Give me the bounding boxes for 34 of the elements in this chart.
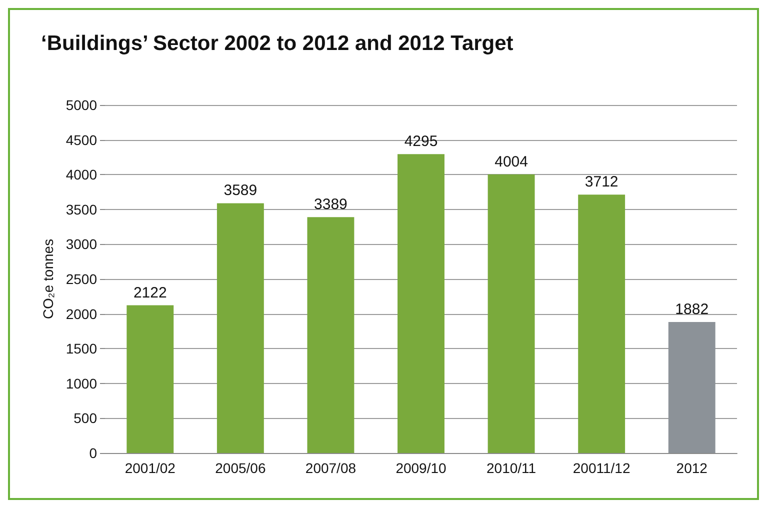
y-tick-label: 4500: [66, 132, 98, 148]
y-axis-title: CO₂e tonnes: [40, 238, 56, 320]
y-tick-label: 2500: [66, 271, 98, 287]
bar: [307, 217, 354, 453]
x-tick-label: 2005/06: [215, 460, 266, 476]
y-tick-label: 0: [89, 445, 98, 461]
y-tick-label: 500: [74, 410, 98, 426]
bar: [488, 174, 535, 453]
y-tick-label: 5000: [66, 97, 98, 113]
data-label: 2122: [133, 284, 167, 302]
x-tick-label: 2001/02: [124, 460, 176, 476]
bar: [126, 305, 174, 453]
y-tick-label: 3500: [66, 201, 98, 218]
chart-title: ‘Buildings’ Sector 2002 to 2012 and 2012 Target: [41, 32, 514, 55]
x-tick-label: 20011/12: [572, 460, 630, 476]
data-label: 4004: [494, 153, 528, 170]
y-tick-label: 4000: [66, 166, 98, 183]
y-tick-label: 3000: [66, 236, 98, 252]
bar: [216, 203, 264, 453]
x-tick-label: 2010/11: [486, 460, 536, 476]
bar: [398, 154, 444, 453]
y-tick-label: 1500: [66, 340, 98, 357]
x-tick-label: 2009/10: [396, 460, 447, 476]
bar: [578, 194, 626, 453]
data-label: 4295: [404, 133, 438, 150]
y-tick-label: 1000: [66, 375, 98, 392]
y-tick-label: 2000: [66, 306, 98, 322]
bar: [668, 322, 716, 453]
x-tick-label: 2012: [676, 460, 708, 476]
x-tick-label: 2007/08: [305, 460, 356, 476]
data-label: 3712: [584, 174, 618, 191]
data-label: 3389: [314, 196, 348, 214]
data-label: 3589: [224, 182, 258, 200]
data-label: 1882: [675, 301, 709, 318]
